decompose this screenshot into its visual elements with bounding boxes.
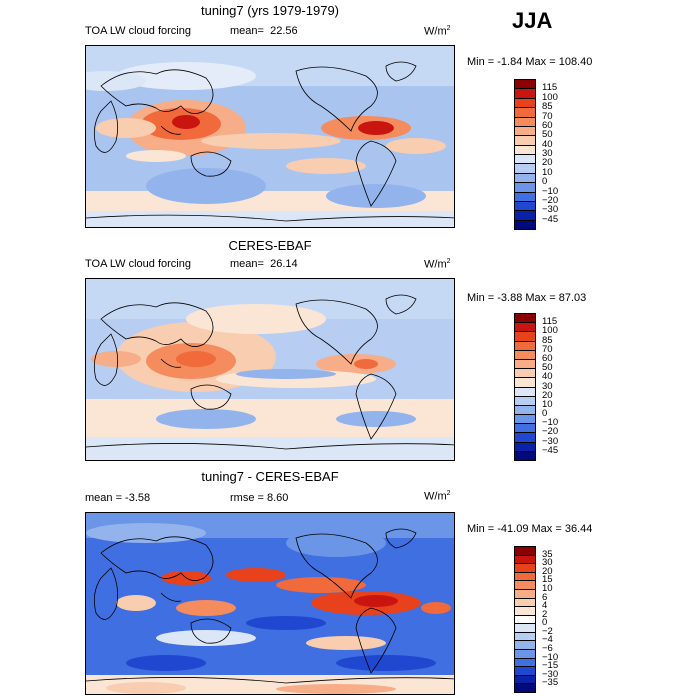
colorbar-tick-label: 60: [542, 352, 553, 364]
colorbar-swatch: [514, 450, 536, 461]
colorbar-tick-label: 30: [542, 380, 553, 392]
colorbar-tick-label: 6: [542, 591, 548, 603]
colorbar-tick-label: 60: [542, 119, 553, 131]
colorbar-tick-label: −35: [542, 677, 559, 689]
colorbar-tick-label: −30: [542, 204, 559, 216]
colorbar-tick-label: −20: [542, 194, 559, 206]
panel-2-variable-label: TOA LW cloud forcing: [85, 258, 191, 270]
colorbar-tick-label: 0: [542, 176, 548, 188]
colorbar-tick-label: −4: [542, 634, 553, 646]
colorbar-tick-label: 35: [542, 548, 553, 560]
panel-2-title: CERES-EBAF: [228, 238, 312, 253]
colorbar-tick-label: 50: [542, 129, 553, 141]
season-label: JJA: [512, 8, 553, 33]
colorbar-tick-label: 20: [542, 389, 553, 401]
colorbar-tick-label: 70: [542, 110, 553, 122]
panel-3-rmse: rmse = 8.60: [230, 492, 289, 504]
colorbar-tick-label: −2: [542, 625, 553, 637]
panel-3-colorbar: 35 30 20 15 10 6 4 2 0 −2 −4 −6 −10 −15 −30 −35: [514, 546, 574, 693]
colorbar-tick-label: 100: [542, 91, 558, 103]
colorbar-tick-label: −10: [542, 185, 559, 197]
colorbar-tick-label: 30: [542, 557, 553, 569]
colorbar-tick-label: −10: [542, 417, 559, 429]
panel-1-mean: mean= 22.56: [230, 25, 298, 37]
panel-3-mean: mean = -3.58: [85, 492, 151, 504]
colorbar-tick-label: 30: [542, 148, 553, 159]
colorbar-tick-label: 15: [542, 574, 553, 586]
panel-3-map: [85, 512, 455, 695]
panel-2-map: [85, 278, 455, 461]
panel-1-units: W/m2: [424, 25, 451, 38]
panel-1-title: tuning7 (yrs 1979-1979): [200, 3, 340, 18]
colorbar-tick-label: −20: [542, 426, 559, 438]
colorbar-tick-label: 20: [542, 157, 553, 169]
colorbar-tick-label: 0: [542, 408, 548, 420]
panel-2-mean: mean= 26.14: [230, 258, 298, 270]
colorbar-tick-label: 50: [542, 362, 553, 374]
panel-3-title: tuning7 - CERES-EBAF: [201, 469, 339, 484]
colorbar-swatch: [514, 683, 536, 693]
colorbar-tick-label: 85: [542, 101, 553, 113]
panel-2-minmax: Min = -3.88 Max = 87.03: [467, 292, 587, 304]
colorbar-tick-label: −45: [542, 213, 559, 225]
colorbar-tick-label: 2: [542, 608, 548, 620]
colorbar-tick-label: 20: [542, 565, 553, 577]
colorbar-swatch: [514, 219, 536, 230]
colorbar-tick-label: 10: [542, 166, 553, 178]
panel-1-colorbar: 115 100 85 70 60 50 40 30 20 10 0 −10 −20 −30 −45: [514, 79, 574, 230]
colorbar-tick-label: −15: [542, 660, 559, 672]
colorbar-tick-label: 0: [542, 617, 548, 629]
panel-1-variable-label: TOA LW cloud forcing: [85, 25, 191, 37]
colorbar-tick-label: 10: [542, 398, 553, 410]
colorbar-tick-label: −10: [542, 651, 559, 663]
colorbar-tick-label: 85: [542, 334, 553, 346]
colorbar-tick-label: 40: [542, 371, 553, 383]
colorbar-tick-label: 10: [542, 582, 553, 594]
colorbar-tick-label: −30: [542, 435, 559, 447]
panel-1-map: [85, 45, 455, 228]
colorbar-tick-label: 4: [542, 600, 548, 612]
panel-3-units: W/m2: [424, 490, 451, 503]
colorbar-tick-label: 100: [542, 325, 558, 337]
colorbar-tick-label: −30: [542, 668, 559, 680]
colorbar-tick-label: −45: [542, 444, 559, 456]
panel-3-minmax: Min = -41.09 Max = 36.44: [467, 523, 593, 535]
colorbar-tick-label: 115: [542, 82, 558, 94]
panel-1-minmax: Min = -1.84 Max = 108.40: [467, 56, 593, 68]
colorbar-tick-label: 115: [542, 316, 558, 328]
panel-2-units: W/m2: [424, 258, 451, 271]
panel-2-colorbar: 115 100 85 70 60 50 40 30 20 10 0 −10 −20 −30 −45: [514, 313, 574, 461]
colorbar-tick-label: 70: [542, 343, 553, 355]
colorbar-tick-label: −6: [542, 643, 553, 655]
colorbar-tick-label: 40: [542, 138, 553, 150]
